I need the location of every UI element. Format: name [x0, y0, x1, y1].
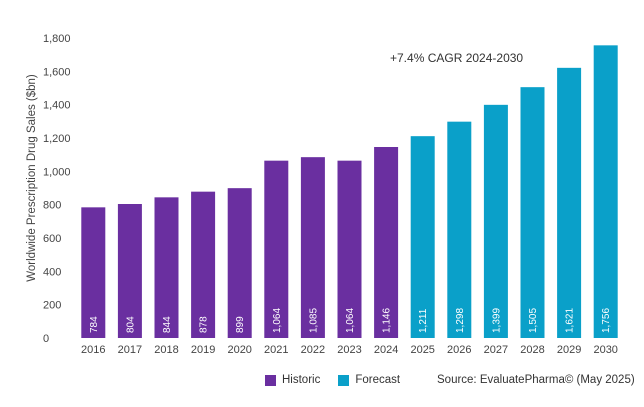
- x-tick-label: 2016: [81, 344, 105, 356]
- legend-label-forecast: Forecast: [355, 374, 401, 386]
- data-label-2022: 1,085: [308, 308, 319, 333]
- cagr-annotation: +7.4% CAGR 2024-2030: [390, 51, 523, 65]
- y-tick-label: 400: [43, 266, 61, 278]
- legend-item-forecast: Forecast: [338, 374, 400, 386]
- data-label-2025: 1,211: [418, 308, 429, 333]
- y-tick-label: 0: [43, 333, 49, 345]
- legend-swatch-historic: [265, 374, 276, 386]
- x-tick-label: 2021: [264, 344, 288, 356]
- x-tick-label: 2028: [520, 344, 544, 356]
- legend-item-historic: Historic: [265, 374, 320, 386]
- y-tick-label: 1,400: [43, 100, 71, 112]
- x-tick-label: 2022: [301, 344, 325, 356]
- bar-2021: [264, 160, 289, 338]
- bar-2030: [593, 45, 618, 338]
- x-tick-label: 2020: [227, 344, 251, 356]
- x-tick-label: 2024: [374, 344, 398, 356]
- x-tick-label: 2030: [593, 344, 617, 356]
- y-tick-label: 200: [43, 300, 61, 312]
- y-axis-label: Worldwide Prescription Drug Sales ($bn): [26, 74, 38, 282]
- source-note: Source: EvaluatePharma© (May 2025): [437, 374, 635, 386]
- bar-2024: [374, 147, 399, 338]
- x-tick-label: 2017: [118, 344, 142, 356]
- data-label-2026: 1,298: [455, 308, 466, 333]
- x-tick-label: 2019: [191, 344, 215, 356]
- y-tick-label: 600: [43, 233, 61, 245]
- bar-2019: [191, 191, 216, 338]
- bar-2029: [557, 67, 582, 338]
- legend-label-historic: Historic: [282, 374, 321, 386]
- legend: Historic Forecast: [265, 374, 418, 386]
- bar-2023: [337, 160, 362, 338]
- data-label-2020: 899: [235, 316, 246, 333]
- data-label-2029: 1,621: [565, 308, 576, 333]
- x-tick-label: 2029: [557, 344, 581, 356]
- bar-2016: [81, 207, 106, 338]
- bar-2027: [483, 104, 508, 338]
- y-tick-label: 1,600: [43, 66, 71, 78]
- bar-2017: [117, 204, 142, 338]
- data-label-2017: 804: [125, 316, 136, 333]
- data-label-2028: 1,505: [528, 308, 539, 333]
- bar-2028: [520, 87, 545, 339]
- y-tick-label: 1,200: [43, 133, 71, 145]
- bar-2025: [410, 136, 435, 338]
- x-ticks: 2016 2017 2018 2019 2020 2021 2022 2023 2024 2025…: [81, 344, 618, 356]
- y-tick-label: 800: [43, 200, 61, 212]
- data-label-2019: 878: [199, 316, 210, 333]
- data-label-2030: 1,756: [601, 308, 612, 333]
- y-ticks: 0 200 400 600 800 1,000 1,200 1,400 1,600 1,800: [43, 33, 71, 345]
- x-tick-label: 2023: [337, 344, 361, 356]
- x-tick-label: 2025: [410, 344, 434, 356]
- data-label-2021: 1,064: [272, 308, 283, 333]
- bars: 784 804 844 878 899 1,064 1,085 1,064 1,146 1,211…: [81, 45, 618, 339]
- data-label-2018: 844: [162, 316, 173, 333]
- data-label-2023: 1,064: [345, 308, 356, 333]
- bar-2022: [300, 157, 325, 338]
- x-tick-label: 2026: [447, 344, 471, 356]
- y-tick-label: 1,800: [43, 33, 71, 45]
- bar-2020: [227, 188, 252, 338]
- data-label-2024: 1,146: [382, 308, 393, 333]
- bar-2026: [447, 121, 472, 339]
- bar-2018: [154, 197, 179, 338]
- data-label-2027: 1,399: [491, 308, 502, 333]
- data-label-2016: 784: [89, 316, 100, 333]
- x-tick-label: 2027: [484, 344, 508, 356]
- x-tick-label: 2018: [154, 344, 178, 356]
- y-tick-label: 1,000: [43, 166, 71, 178]
- legend-swatch-forecast: [338, 374, 350, 386]
